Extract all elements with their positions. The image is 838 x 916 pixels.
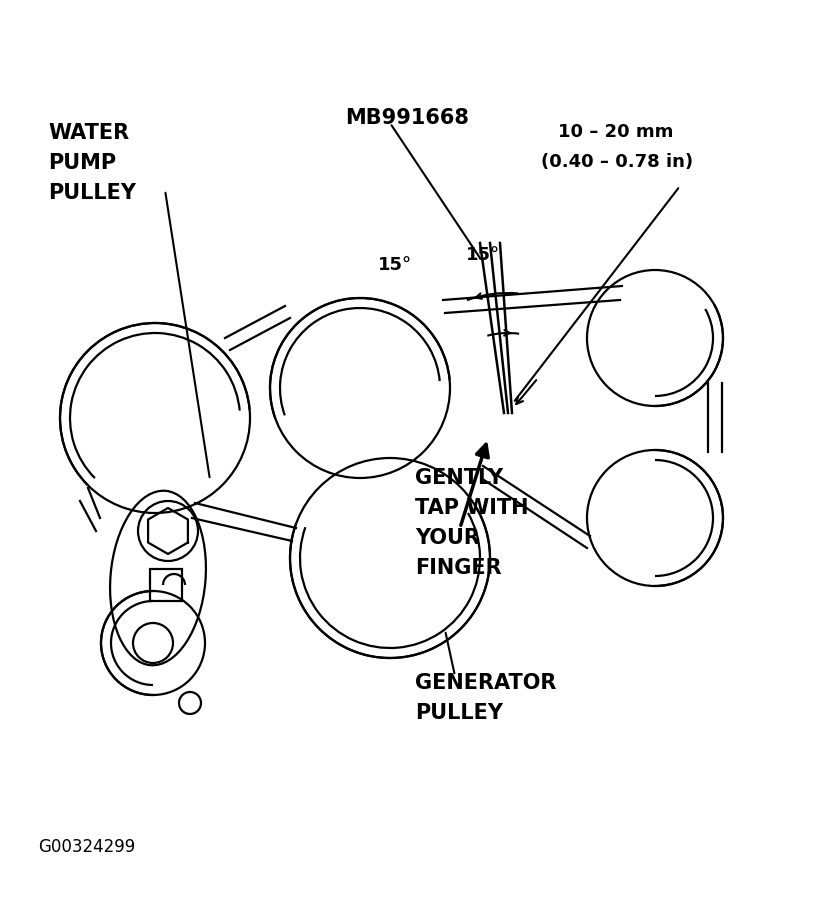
Text: PULLEY: PULLEY [48,183,136,203]
Text: (0.40 – 0.78 in): (0.40 – 0.78 in) [541,153,693,171]
Text: TAP WITH: TAP WITH [415,498,529,518]
Text: GENERATOR: GENERATOR [415,673,556,693]
Text: PUMP: PUMP [48,153,116,173]
Text: FINGER: FINGER [415,558,502,578]
Text: G00324299: G00324299 [38,838,135,856]
Text: MB991668: MB991668 [345,108,469,128]
Text: PULLEY: PULLEY [415,703,503,723]
Text: WATER: WATER [48,123,129,143]
Text: YOUR: YOUR [415,528,480,548]
Text: 10 – 20 mm: 10 – 20 mm [558,123,674,141]
Bar [150,569,182,601]
Text: 15°: 15° [466,246,500,264]
Text: 15°: 15° [378,256,412,274]
Text: GENTLY: GENTLY [415,468,503,488]
